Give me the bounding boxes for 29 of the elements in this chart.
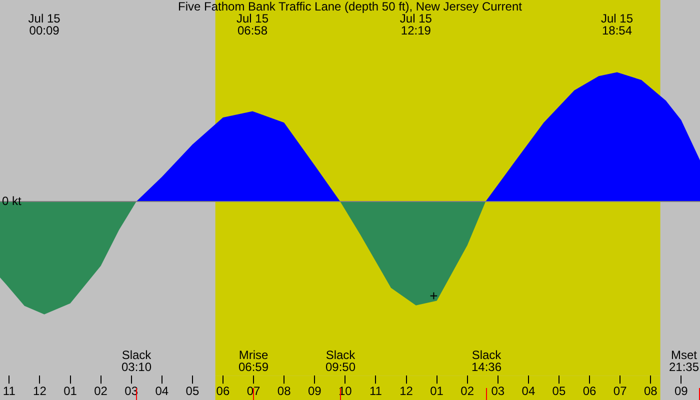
x-tick-label: 12 — [400, 384, 414, 398]
x-tick-label: 09 — [308, 384, 322, 398]
x-tick-label: 11 — [369, 384, 382, 398]
ref-line-label: Mset 21:35 — [668, 348, 700, 374]
ref-line-label: Slack 03:10 — [121, 348, 152, 374]
text: Jul 15 18:54 — [601, 11, 634, 38]
x-tick-label: 12 — [33, 384, 47, 398]
x-tick-label: 08 — [644, 384, 658, 398]
ref-line-label: Slack 09:50 — [325, 348, 356, 374]
x-tick-label: 05 — [552, 384, 566, 398]
x-tick-label: 02 — [94, 384, 108, 398]
x-tick-label: 04 — [522, 384, 536, 398]
x-tick-label: 08 — [277, 384, 292, 398]
x-tick-label: 06 — [582, 384, 597, 398]
x-tick-label: 11 — [2, 384, 16, 398]
x-tick-label: 09 — [674, 384, 688, 398]
ref-line-label: Slack 14:36 — [471, 348, 502, 374]
text: Jul 15 06:58 — [236, 11, 269, 38]
ref-line-label: Mrise 06:59 — [238, 348, 269, 374]
x-tick-label: 05 — [186, 384, 200, 398]
x-tick-label: 01 — [64, 384, 78, 398]
x-tick-label: 04 — [155, 384, 169, 398]
x-tick-label: 06 — [216, 384, 230, 398]
annotation: + — [430, 288, 438, 304]
x-tick-label: 07 — [613, 384, 628, 398]
x-tick-label: 01 — [430, 384, 444, 398]
text: Jul 15 00:09 — [28, 11, 61, 38]
x-tick-label: 03 — [491, 384, 505, 398]
x-tick-label: 02 — [460, 384, 474, 398]
